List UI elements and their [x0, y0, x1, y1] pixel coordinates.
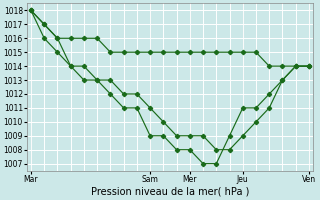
- X-axis label: Pression niveau de la mer( hPa ): Pression niveau de la mer( hPa ): [91, 187, 249, 197]
